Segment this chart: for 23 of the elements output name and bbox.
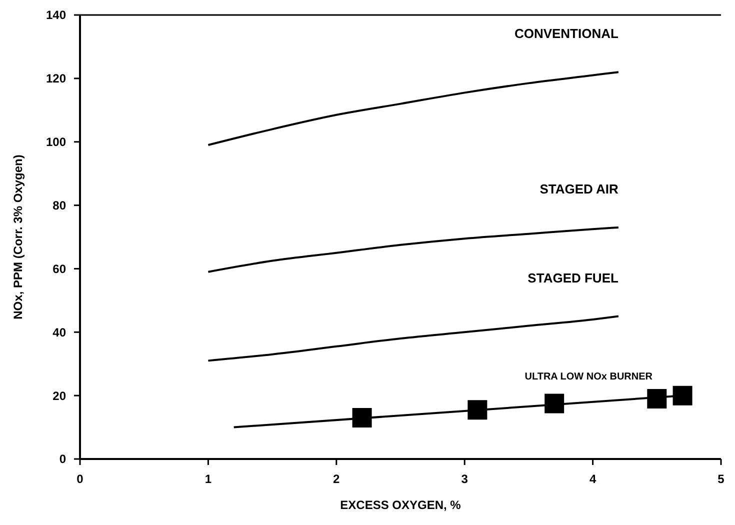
x-tick-label: 4: [589, 472, 596, 486]
line-series: [207, 315, 620, 362]
x-tick-label: 1: [204, 472, 212, 486]
y-tick-label: 140: [46, 8, 66, 22]
line-series: [207, 71, 620, 146]
text: STAGED FUEL: [528, 270, 618, 286]
x-tick-label: 2: [333, 472, 340, 486]
x-tick-label: 3: [461, 472, 468, 486]
x-tick-label: 5: [718, 472, 725, 486]
y-tick-label: 40: [52, 325, 66, 340]
y-axis-title: NOx, PPM (Corr. 3% Oxygen): [11, 154, 25, 320]
y-tick-label: 60: [52, 262, 66, 276]
line-series: [207, 226, 620, 273]
x-tick-label: 0: [76, 472, 84, 486]
x-axis-title: EXCESS OXYGEN, %: [340, 498, 462, 512]
y-tick-label: 80: [52, 198, 66, 212]
text: CONVENTIONAL: [514, 26, 618, 42]
text: STAGED AIR: [540, 181, 620, 196]
series-label: ULTRA LOW NOx BURNER: [524, 372, 654, 383]
y-tick-label: 120: [46, 72, 66, 86]
y-tick-label: 100: [46, 135, 66, 150]
y-tick-label: 20: [52, 388, 66, 403]
y-tick-label: 0: [59, 452, 66, 466]
